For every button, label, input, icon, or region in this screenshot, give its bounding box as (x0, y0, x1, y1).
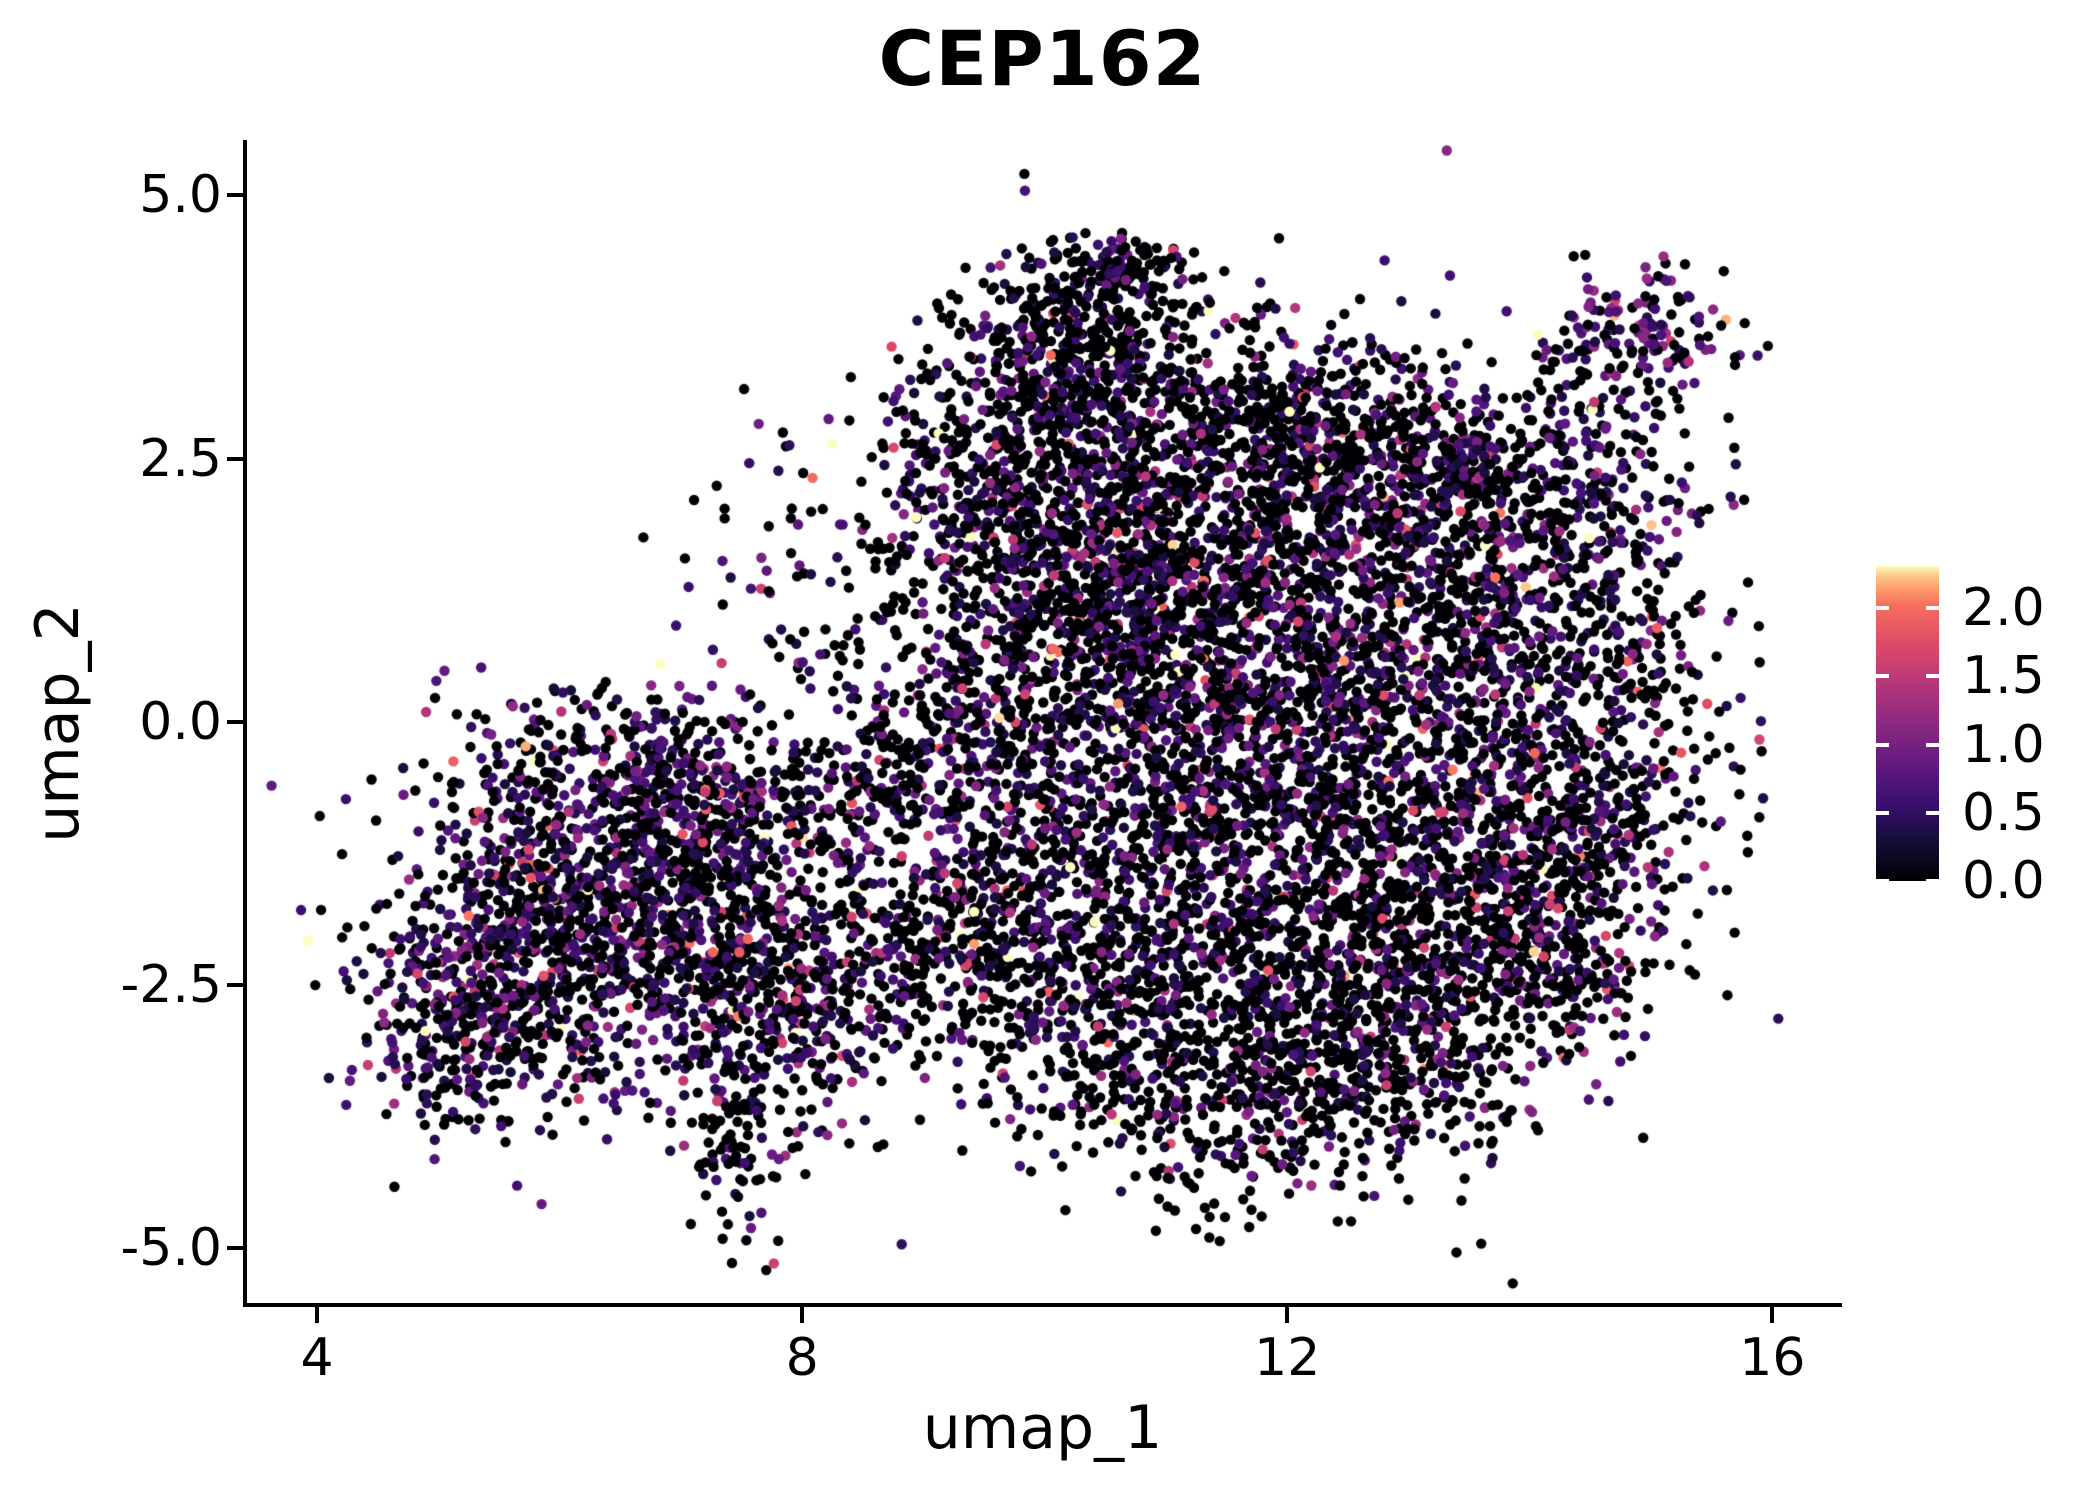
colorbar-tick-label: 1.0 (1962, 714, 2045, 775)
colorbar-tick-mark (1876, 674, 1889, 679)
y-tick-mark (227, 1246, 243, 1251)
y-tick-label: 0.0 (139, 691, 222, 752)
x-tick-mark (1285, 1307, 1290, 1323)
x-tick-label: 4 (300, 1328, 334, 1388)
y-tick-mark (227, 719, 243, 724)
colorbar-tick-mark (1876, 879, 1889, 883)
y-axis-title: umap_2 (23, 603, 93, 843)
x-tick-label: 16 (1739, 1328, 1806, 1388)
colorbar-tick-mark (1926, 810, 1939, 815)
y-tick-label: 2.5 (139, 428, 222, 489)
colorbar-tick-label: 0.5 (1962, 782, 2045, 843)
x-tick-mark (800, 1307, 805, 1323)
x-tick-mark (1770, 1307, 1775, 1323)
x-tick-label: 12 (1254, 1328, 1321, 1388)
x-tick-mark (315, 1307, 320, 1323)
y-tick-mark (227, 456, 243, 461)
y-tick-label: 5.0 (139, 165, 222, 226)
y-tick-label: -5.0 (120, 1218, 222, 1279)
colorbar-tick-label: 0.0 (1962, 851, 2045, 911)
colorbar-tick-mark (1876, 810, 1889, 815)
colorbar-tick-mark (1926, 606, 1939, 611)
x-tick-label: 8 (785, 1328, 819, 1388)
colorbar-tick-mark (1926, 879, 1939, 883)
y-axis-line (243, 140, 247, 1307)
colorbar-gradient (1876, 566, 1939, 881)
colorbar-tick-mark (1926, 742, 1939, 747)
x-axis-title: umap_1 (922, 1393, 1163, 1463)
y-tick-label: -2.5 (120, 955, 222, 1016)
plot-title: CEP162 (878, 14, 1207, 103)
colorbar-tick-label: 1.5 (1962, 646, 2045, 707)
colorbar-tick-mark (1876, 742, 1889, 747)
y-tick-mark (227, 193, 243, 198)
colorbar-tick-mark (1926, 674, 1939, 679)
colorbar-tick-label: 2.0 (1962, 578, 2045, 639)
colorbar-tick-mark (1876, 606, 1889, 611)
x-axis-line (243, 1303, 1842, 1307)
y-tick-mark (227, 983, 243, 988)
